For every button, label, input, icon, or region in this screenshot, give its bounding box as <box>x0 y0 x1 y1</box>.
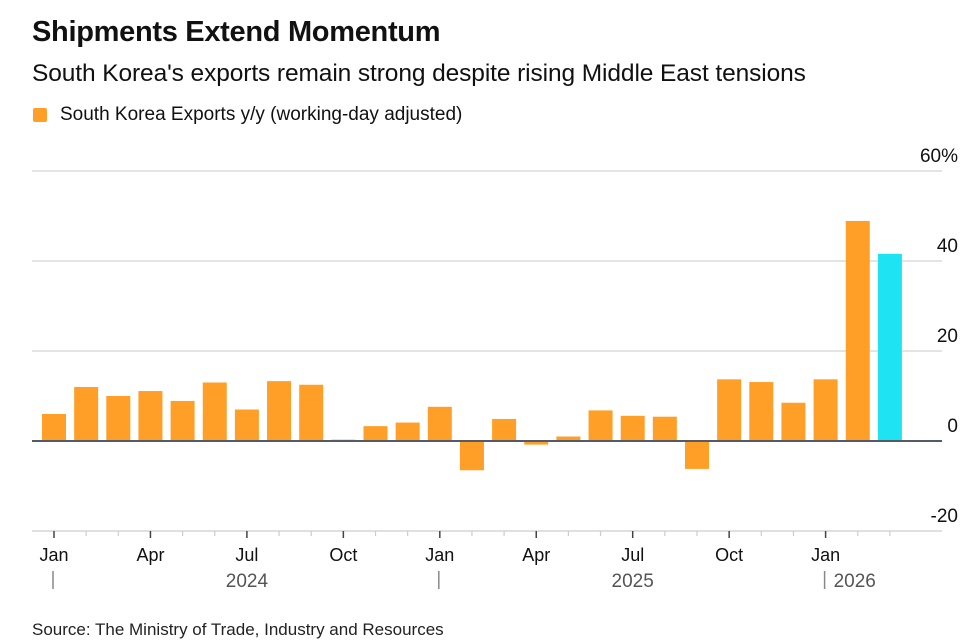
bar <box>202 382 227 441</box>
bar <box>877 253 902 441</box>
legend-label: South Korea Exports y/y (working-day adj… <box>60 104 463 125</box>
bar <box>363 426 388 441</box>
x-tick-label: Jan <box>39 545 68 565</box>
x-tick-label: Jul <box>235 545 258 565</box>
gridlines <box>32 170 942 532</box>
bar <box>524 441 549 445</box>
chart-subtitle: South Korea's exports remain strong desp… <box>32 60 806 87</box>
x-tick-label: Oct <box>329 545 357 565</box>
bar <box>813 379 838 441</box>
bars <box>42 220 902 471</box>
tick-labels: 60% 40 20 0 -20 Jan Apr Jul Oct Jan Apr Jul Oct Jan 20… <box>39 146 958 592</box>
bar <box>717 379 742 441</box>
bar <box>459 441 484 471</box>
x-tick-label: Jan <box>425 545 454 565</box>
bar <box>652 416 677 441</box>
bar <box>556 436 581 441</box>
bar <box>170 400 195 441</box>
bar <box>588 410 613 441</box>
axes <box>32 440 942 589</box>
bar <box>138 391 163 441</box>
x-tick-label: Jan <box>811 545 840 565</box>
chart-title: Shipments Extend Momentum <box>32 16 441 48</box>
bar <box>74 387 99 441</box>
y-tick-label: 0 <box>947 416 958 437</box>
bar <box>845 220 870 441</box>
bar <box>299 384 324 441</box>
y-tick-label: -20 <box>931 506 958 527</box>
bar <box>234 409 259 441</box>
bar <box>42 414 66 441</box>
source-note: Source: The Ministry of Trade, Industry … <box>32 620 444 639</box>
year-label: 2024 <box>226 571 269 592</box>
bar <box>749 382 774 441</box>
bar <box>427 406 452 441</box>
x-tick-label: Apr <box>522 545 550 565</box>
y-tick-label: 20 <box>937 326 958 347</box>
legend: South Korea Exports y/y (working-day adj… <box>33 104 462 126</box>
bar <box>492 418 517 441</box>
x-tick-label: Jul <box>621 545 644 565</box>
bar <box>267 381 292 441</box>
y-tick-label: 40 <box>937 236 958 257</box>
bar <box>620 415 645 441</box>
bar <box>781 402 806 441</box>
year-label: 2026 <box>834 571 876 592</box>
x-tick-label: Oct <box>715 545 743 565</box>
y-tick-label: 60% <box>920 146 958 167</box>
legend-swatch <box>33 108 47 122</box>
bar <box>685 441 709 469</box>
bar <box>395 422 420 441</box>
bar <box>106 396 131 441</box>
x-tick-label: Apr <box>136 545 164 565</box>
year-label: 2025 <box>612 571 654 592</box>
